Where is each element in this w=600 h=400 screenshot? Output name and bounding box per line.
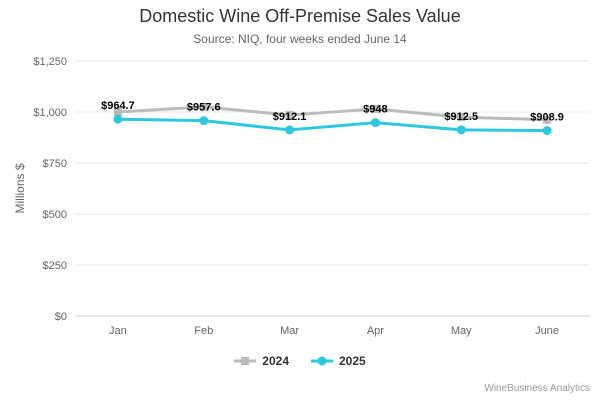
chart-legend: 2024 2025 [0, 354, 600, 368]
x-tick-label: Apr [367, 325, 384, 337]
data-label: $957.6 [187, 102, 221, 114]
y-tick-label: $500 [43, 209, 67, 221]
legend-marker-square-icon [234, 357, 257, 365]
data-label: $908.9 [530, 112, 564, 124]
data-point-2025 [285, 125, 295, 135]
y-tick-label: $1,000 [33, 107, 67, 119]
legend-label-2025: 2025 [339, 354, 366, 368]
x-tick-label: Jan [109, 325, 127, 337]
y-axis-label: Millions $ [13, 163, 27, 213]
x-tick-label: June [535, 325, 559, 337]
chart-title: Domestic Wine Off-Premise Sales Value [139, 6, 461, 26]
y-tick-label: $750 [43, 158, 67, 170]
x-tick-label: May [451, 325, 472, 337]
credit-text[interactable]: WineBusiness Analytics [484, 383, 590, 394]
data-point-2024 [371, 104, 380, 113]
data-label: $912.5 [444, 111, 478, 123]
data-point-2025 [542, 126, 552, 136]
legend-marker-circle-icon [311, 356, 333, 366]
data-point-2025 [370, 118, 380, 128]
x-tick-label: Feb [194, 325, 213, 337]
legend-label-2024: 2024 [262, 354, 289, 368]
y-tick-label: $250 [43, 260, 67, 272]
data-point-2025 [199, 116, 209, 126]
data-point-2024 [457, 113, 466, 122]
series-line-2024 [117, 105, 548, 122]
series-line-2025 [117, 117, 548, 133]
y-tick-label: $1,250 [33, 56, 67, 68]
data-label: $912.1 [273, 111, 307, 123]
data-point-2024 [543, 115, 552, 124]
legend-item-2025[interactable]: 2025 [311, 354, 366, 368]
data-point-2025 [456, 125, 466, 135]
y-tick-label: $0 [55, 311, 67, 323]
data-point-2024 [199, 102, 208, 111]
data-point-2024 [285, 111, 294, 120]
legend-item-2024[interactable]: 2024 [234, 354, 289, 368]
data-label: $964.7 [101, 100, 135, 112]
chart-subtitle: Source: NIQ, four weeks ended June 14 [193, 32, 407, 46]
x-tick-label: Mar [280, 325, 299, 337]
data-point-2025 [113, 114, 123, 124]
data-label: $948 [363, 104, 387, 116]
data-point-2024 [113, 108, 122, 116]
